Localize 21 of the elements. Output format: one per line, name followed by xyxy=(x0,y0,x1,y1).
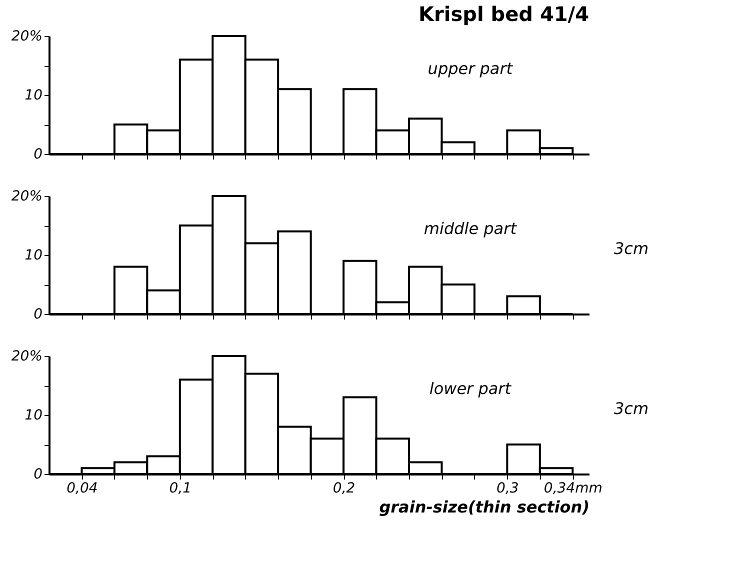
annotation: upper part xyxy=(428,59,514,78)
y-tick-label: 10 xyxy=(24,408,43,424)
y-tick-label: 20% xyxy=(11,28,42,44)
x-tick-label: 0,04 xyxy=(66,480,98,496)
text: 3cm xyxy=(614,399,649,418)
y-tick-label: 0 xyxy=(34,306,43,322)
y-tick-label: 0 xyxy=(34,146,43,162)
y-tick-label: 20% xyxy=(11,188,42,204)
x-axis-title: grain-size(thin section) xyxy=(379,498,590,516)
annotation: middle part xyxy=(424,219,518,238)
y-tick-label: 10 xyxy=(24,248,43,264)
y-tick-label: 10 xyxy=(24,88,43,104)
y-tick-label: 20% xyxy=(11,348,42,364)
x-tick-label: 0,3 xyxy=(496,480,519,496)
x-tick-label: 0,2 xyxy=(332,480,356,496)
text: 3cm xyxy=(614,239,649,258)
y-tick-label: 0 xyxy=(34,466,43,482)
annotation: lower part xyxy=(429,379,512,398)
x-tick-label: 0,34mm xyxy=(544,480,602,496)
chart-title: Krispl bed 41/4 xyxy=(418,2,589,26)
x-tick-label: 0,1 xyxy=(169,480,192,496)
